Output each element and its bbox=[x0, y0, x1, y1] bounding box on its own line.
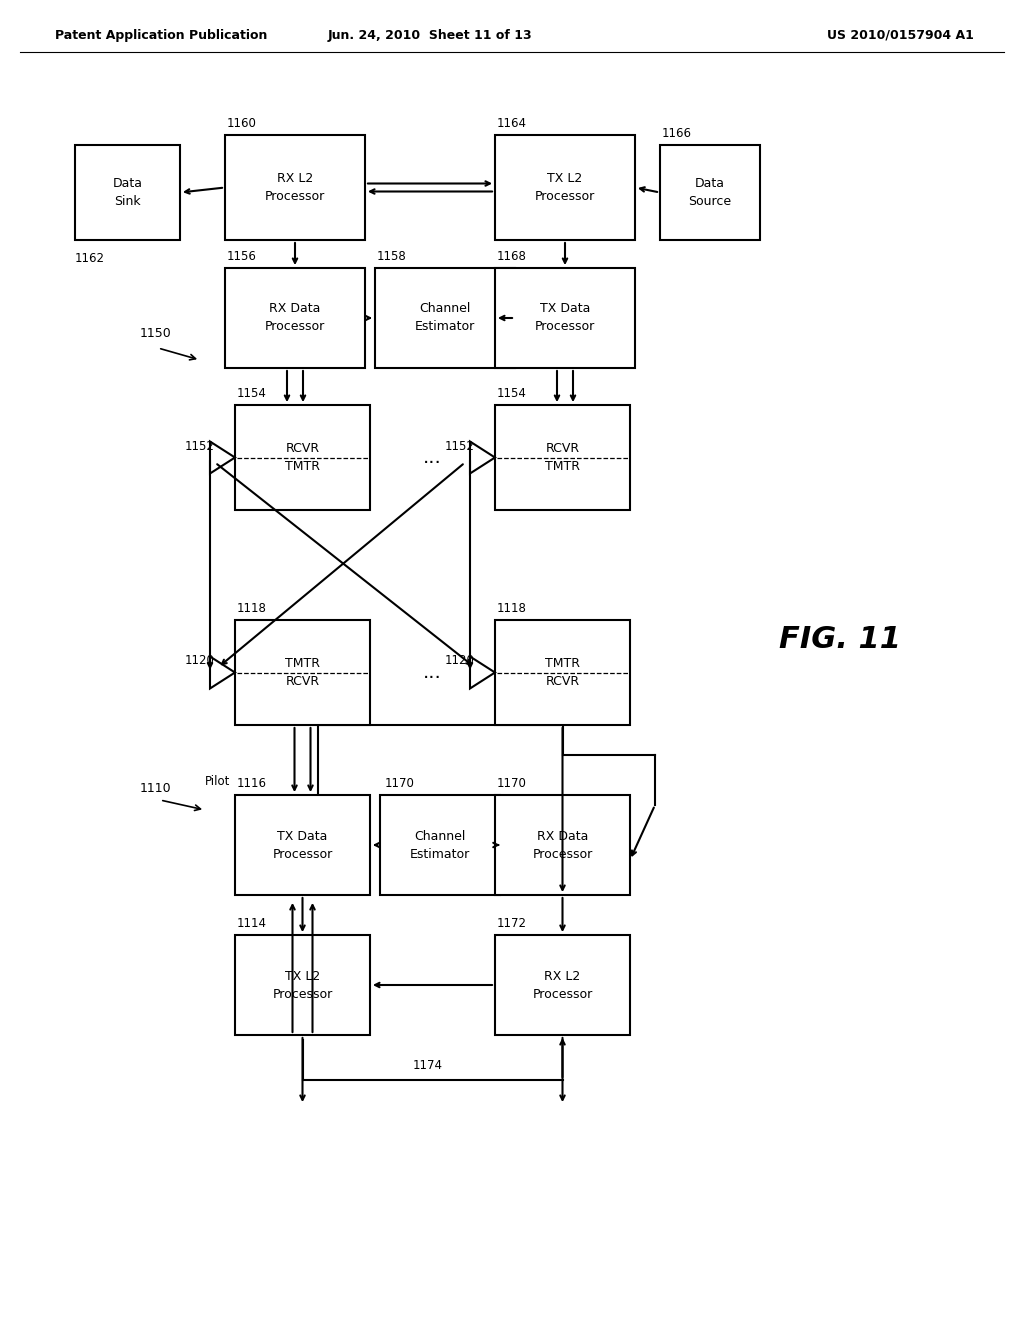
Text: RX Data
Processor: RX Data Processor bbox=[532, 829, 593, 861]
FancyBboxPatch shape bbox=[495, 935, 630, 1035]
Text: TMTR
RCVR: TMTR RCVR bbox=[545, 657, 580, 688]
Text: Channel
Estimator: Channel Estimator bbox=[410, 829, 470, 861]
FancyBboxPatch shape bbox=[234, 795, 370, 895]
Text: Jun. 24, 2010  Sheet 11 of 13: Jun. 24, 2010 Sheet 11 of 13 bbox=[328, 29, 532, 41]
Text: TX Data
Processor: TX Data Processor bbox=[272, 829, 333, 861]
Text: 1172: 1172 bbox=[497, 917, 527, 931]
Text: 1164: 1164 bbox=[497, 117, 527, 129]
FancyBboxPatch shape bbox=[234, 620, 370, 725]
Text: 1154: 1154 bbox=[237, 387, 267, 400]
Text: ...: ... bbox=[423, 663, 442, 682]
Text: ...: ... bbox=[423, 447, 442, 467]
Text: 1110: 1110 bbox=[140, 781, 172, 795]
Text: TX Data
Processor: TX Data Processor bbox=[535, 302, 595, 334]
Text: TMTR
RCVR: TMTR RCVR bbox=[285, 657, 319, 688]
FancyBboxPatch shape bbox=[225, 135, 365, 240]
Text: 1120: 1120 bbox=[445, 655, 475, 668]
FancyBboxPatch shape bbox=[495, 620, 630, 725]
Text: Pilot: Pilot bbox=[205, 775, 230, 788]
FancyBboxPatch shape bbox=[380, 795, 500, 895]
Text: 1120: 1120 bbox=[185, 655, 215, 668]
Text: 1154: 1154 bbox=[497, 387, 527, 400]
Text: 1118: 1118 bbox=[497, 602, 527, 615]
Text: FIG. 11: FIG. 11 bbox=[779, 626, 901, 655]
Text: 1156: 1156 bbox=[227, 249, 257, 263]
Text: 1158: 1158 bbox=[377, 249, 407, 263]
Text: 1168: 1168 bbox=[497, 249, 527, 263]
Text: 1160: 1160 bbox=[227, 117, 257, 129]
Text: 1150: 1150 bbox=[140, 327, 172, 341]
Text: RCVR
TMTR: RCVR TMTR bbox=[545, 442, 580, 473]
FancyBboxPatch shape bbox=[495, 405, 630, 510]
Text: Channel
Estimator: Channel Estimator bbox=[415, 302, 475, 334]
FancyBboxPatch shape bbox=[660, 145, 760, 240]
Text: US 2010/0157904 A1: US 2010/0157904 A1 bbox=[826, 29, 974, 41]
FancyBboxPatch shape bbox=[375, 268, 515, 368]
Text: Patent Application Publication: Patent Application Publication bbox=[55, 29, 267, 41]
Text: RX Data
Processor: RX Data Processor bbox=[265, 302, 326, 334]
Text: RX L2
Processor: RX L2 Processor bbox=[532, 969, 593, 1001]
FancyBboxPatch shape bbox=[225, 268, 365, 368]
Text: 1152: 1152 bbox=[185, 440, 215, 453]
Text: 1166: 1166 bbox=[662, 127, 692, 140]
Text: 1162: 1162 bbox=[75, 252, 105, 265]
Text: 1170: 1170 bbox=[497, 777, 527, 789]
FancyBboxPatch shape bbox=[234, 935, 370, 1035]
Text: Data
Source: Data Source bbox=[688, 177, 731, 209]
Text: 1118: 1118 bbox=[237, 602, 267, 615]
FancyBboxPatch shape bbox=[495, 135, 635, 240]
FancyBboxPatch shape bbox=[234, 405, 370, 510]
Text: TX L2
Processor: TX L2 Processor bbox=[272, 969, 333, 1001]
Text: 1116: 1116 bbox=[237, 777, 267, 789]
FancyBboxPatch shape bbox=[495, 268, 635, 368]
FancyBboxPatch shape bbox=[75, 145, 180, 240]
Text: 1170: 1170 bbox=[385, 777, 415, 789]
Text: TX L2
Processor: TX L2 Processor bbox=[535, 172, 595, 203]
Text: 1152: 1152 bbox=[445, 440, 475, 453]
Text: 1114: 1114 bbox=[237, 917, 267, 931]
Text: 1174: 1174 bbox=[413, 1059, 442, 1072]
Text: RX L2
Processor: RX L2 Processor bbox=[265, 172, 326, 203]
Text: RCVR
TMTR: RCVR TMTR bbox=[285, 442, 319, 473]
Text: Data
Sink: Data Sink bbox=[113, 177, 142, 209]
FancyBboxPatch shape bbox=[495, 795, 630, 895]
